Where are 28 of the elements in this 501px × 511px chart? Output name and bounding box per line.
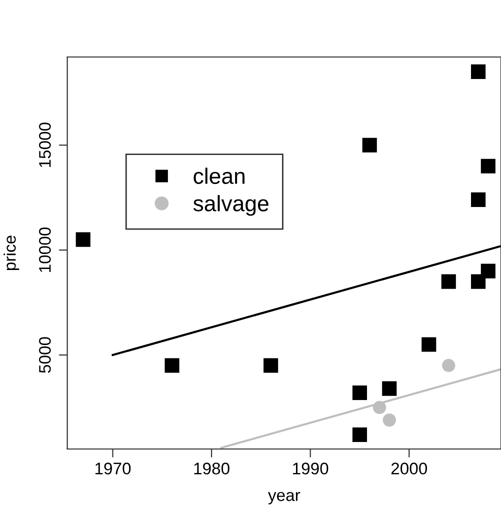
y-tick-label: 5000 xyxy=(39,337,51,373)
point xyxy=(372,400,386,414)
point xyxy=(441,274,456,289)
legend-label: clean xyxy=(194,168,244,184)
point xyxy=(164,358,180,373)
legend-label: salvage xyxy=(193,195,268,216)
point xyxy=(470,192,486,207)
y-axis-title: price xyxy=(4,236,20,270)
point xyxy=(442,358,456,372)
x-tick-label: 2000 xyxy=(391,462,428,474)
y-tick-label: 10000 xyxy=(39,228,51,272)
point xyxy=(352,427,368,442)
x-tick-label: 1980 xyxy=(194,462,230,474)
point xyxy=(422,337,436,352)
point xyxy=(480,158,496,174)
point xyxy=(352,385,368,400)
x-tick-label: 1990 xyxy=(293,462,328,474)
point xyxy=(470,274,486,289)
point xyxy=(480,264,496,278)
x-tick-label: 1970 xyxy=(95,462,131,474)
point xyxy=(264,358,278,373)
y-tick-label: 15000 xyxy=(39,122,51,168)
point xyxy=(362,138,377,152)
point xyxy=(382,381,397,396)
point xyxy=(382,413,396,427)
x-axis-title: year xyxy=(268,492,300,504)
point xyxy=(470,64,486,79)
point xyxy=(76,232,90,247)
